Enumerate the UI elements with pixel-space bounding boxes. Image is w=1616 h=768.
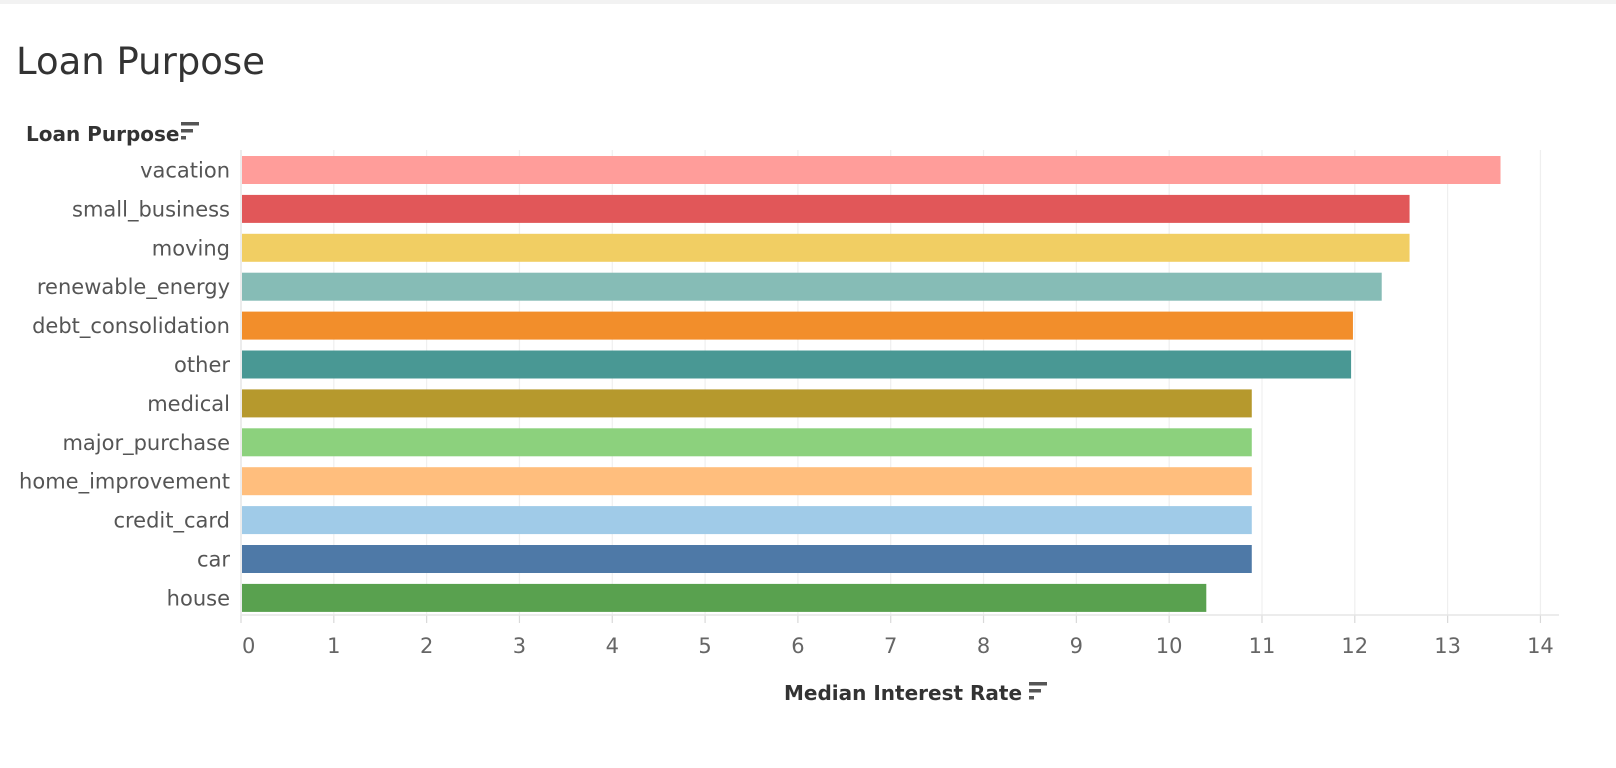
x-tick-label: 2 <box>420 634 433 658</box>
bar-medical[interactable] <box>242 389 1252 418</box>
category-label: renewable_energy <box>37 275 230 300</box>
gridlines <box>333 150 1542 615</box>
x-tick-label: 11 <box>1249 634 1276 658</box>
x-tick-label: 14 <box>1527 634 1554 658</box>
x-tick-label: 3 <box>513 634 526 658</box>
x-tick-label: 9 <box>1070 634 1083 658</box>
x-tick-label: 0 <box>242 634 255 658</box>
x-tick-label: 6 <box>791 634 804 658</box>
page-title: Loan Purpose <box>16 40 265 83</box>
bar-credit_card[interactable] <box>242 506 1252 535</box>
x-tick-label: 12 <box>1341 634 1368 658</box>
y-axis-title: Loan Purpose <box>26 122 179 146</box>
x-axis-ticks: 0 1 2 3 4 5 6 7 8 9 10 11 12 13 14 <box>240 615 1554 658</box>
x-tick-label: 5 <box>698 634 711 658</box>
bar-home_improvement[interactable] <box>242 467 1252 496</box>
x-tick-label: 1 <box>327 634 340 658</box>
bar-car[interactable] <box>242 545 1252 573</box>
category-label: home_improvement <box>19 470 230 495</box>
category-label: medical <box>147 392 230 416</box>
x-tick-label: 13 <box>1434 634 1461 658</box>
bar-debt_consolidation[interactable] <box>242 311 1353 340</box>
x-tick-label: 8 <box>977 634 990 658</box>
top-border <box>0 0 1616 4</box>
sort-descending-icon[interactable] <box>1029 682 1047 700</box>
bars <box>242 156 1501 612</box>
sort-descending-icon[interactable] <box>181 122 199 140</box>
bar-small_business[interactable] <box>242 194 1410 223</box>
category-label: major_purchase <box>62 431 230 456</box>
x-tick-label: 10 <box>1156 634 1183 658</box>
bar-house[interactable] <box>242 583 1207 612</box>
category-label: debt_consolidation <box>32 314 230 339</box>
category-label: moving <box>152 236 230 260</box>
bar-major_purchase[interactable] <box>242 428 1252 457</box>
category-label: car <box>197 548 230 572</box>
category-label: vacation <box>140 159 230 183</box>
category-label: small_business <box>72 197 230 222</box>
x-tick-label: 4 <box>606 634 619 658</box>
bar-renewable_energy[interactable] <box>242 272 1382 301</box>
category-label: house <box>167 586 230 610</box>
category-label: credit_card <box>113 509 230 534</box>
x-axis-title: Median Interest Rate <box>784 681 1022 705</box>
bar-moving[interactable] <box>242 233 1410 262</box>
bar-vacation[interactable] <box>242 156 1501 184</box>
bar-other[interactable] <box>242 350 1352 379</box>
x-tick-label: 7 <box>884 634 897 658</box>
category-label: other <box>174 353 230 377</box>
